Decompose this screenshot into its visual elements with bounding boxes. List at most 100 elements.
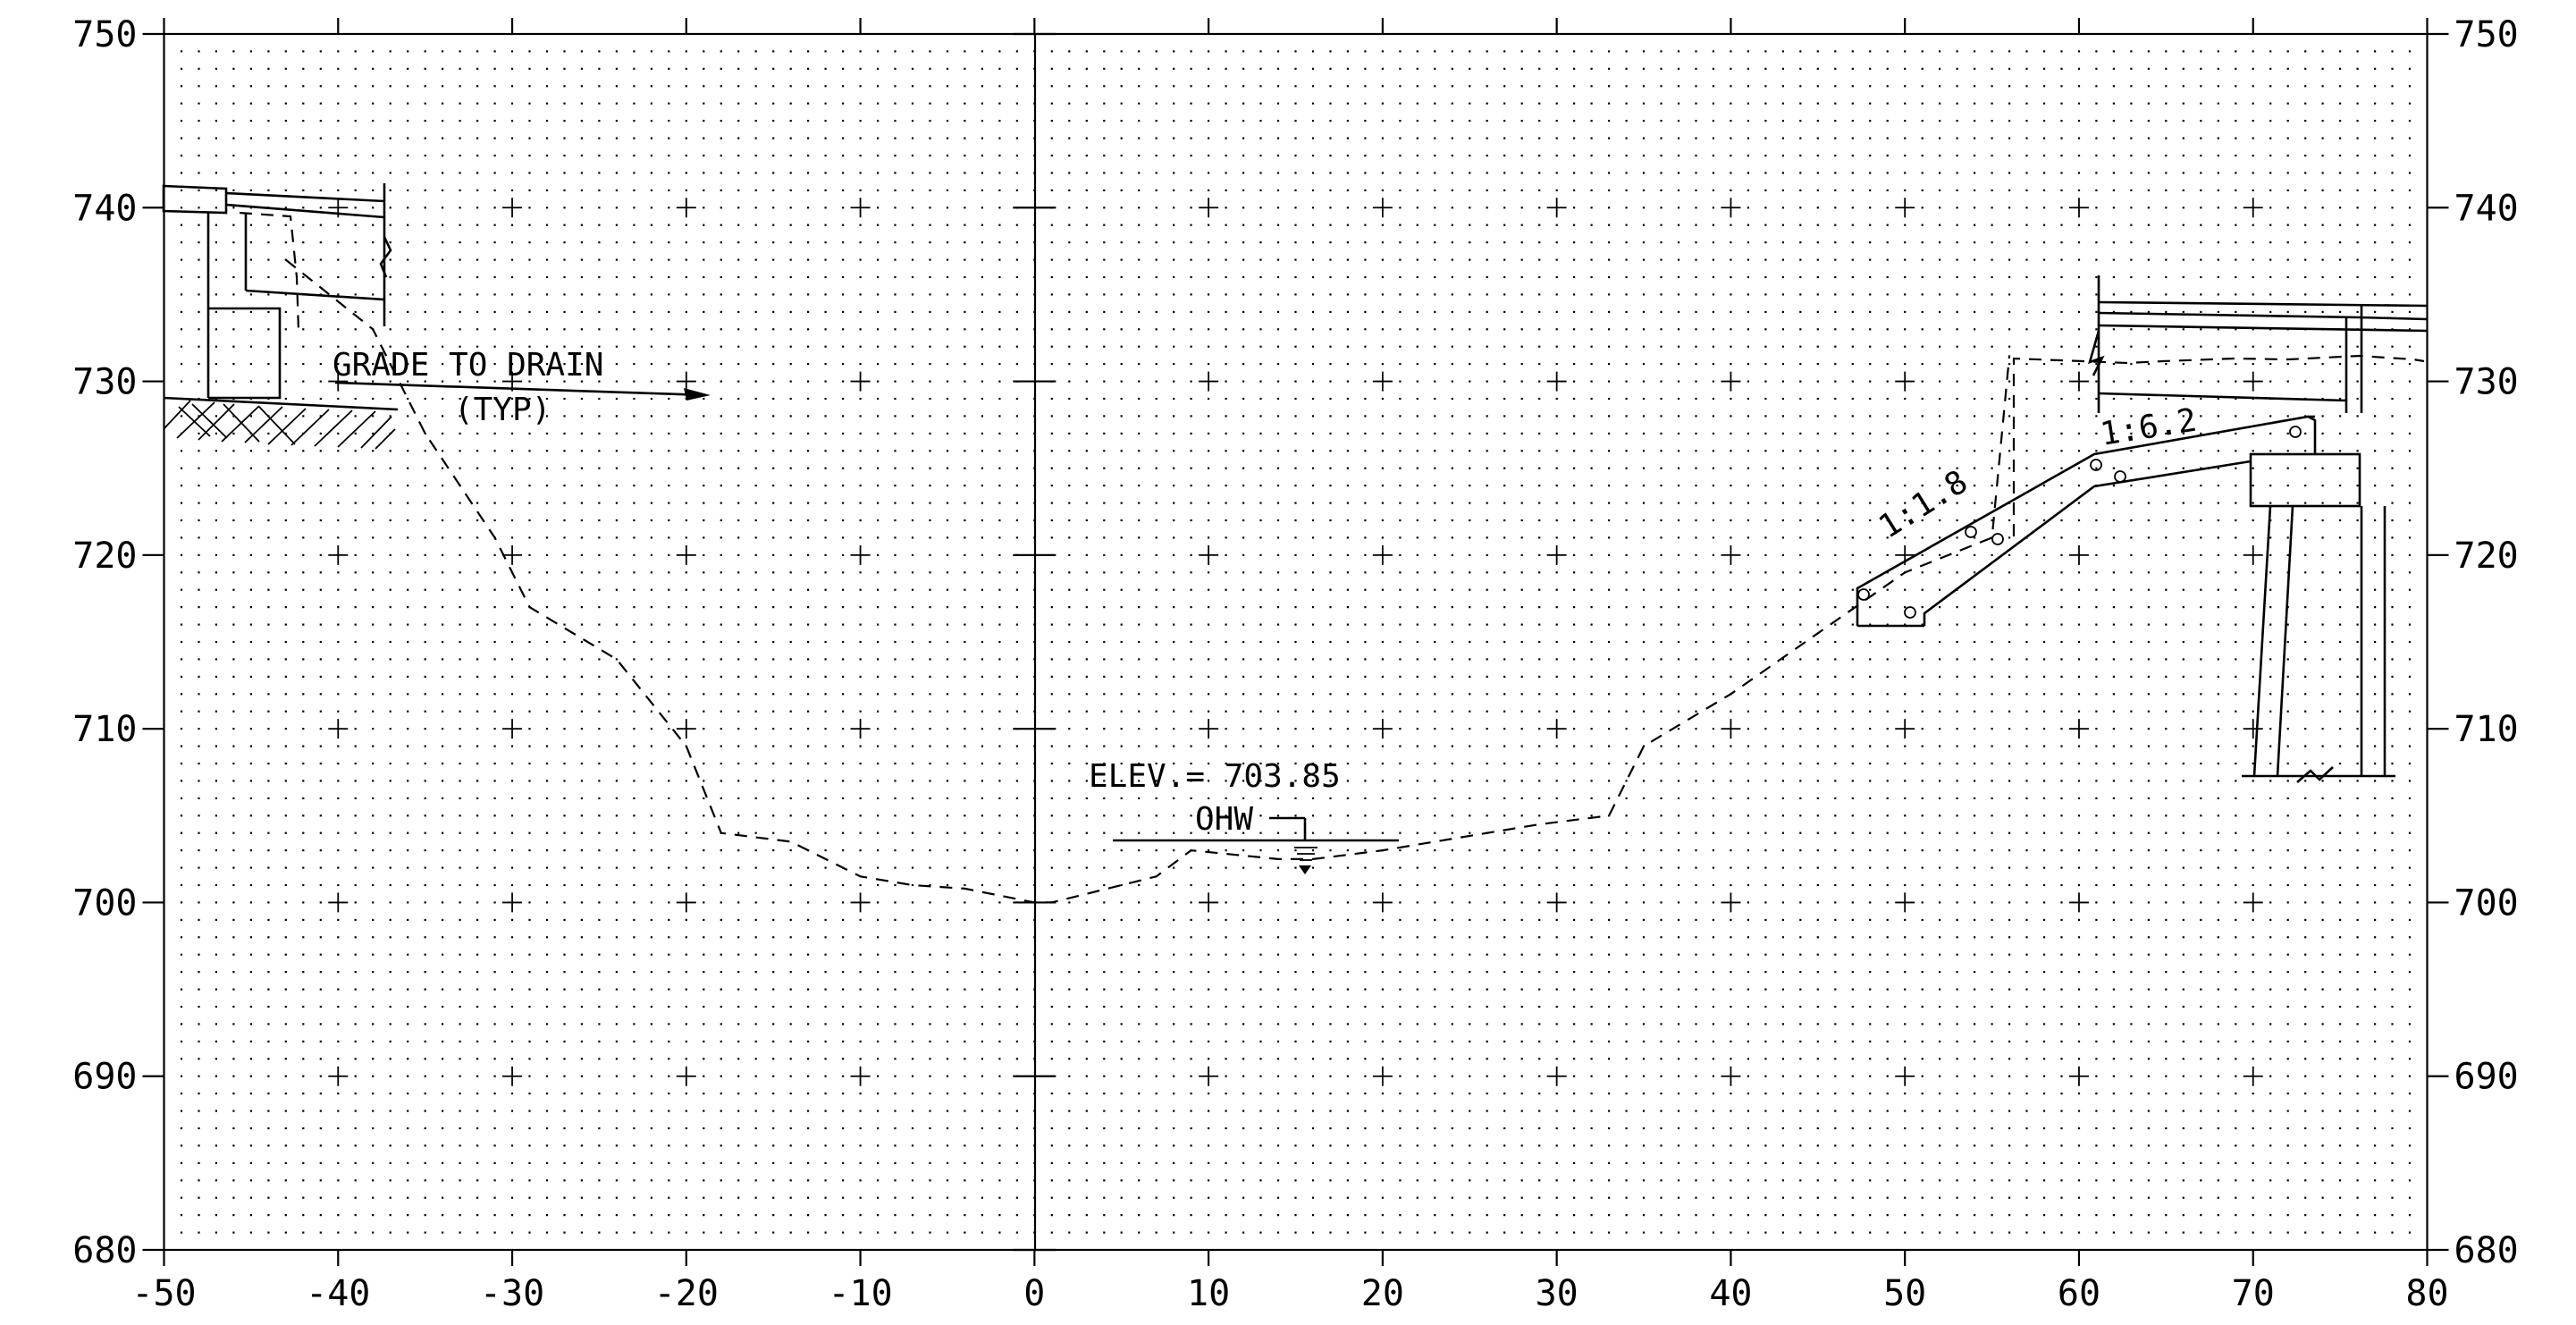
grid-dot bbox=[1138, 536, 1141, 539]
grid-dot bbox=[754, 1093, 757, 1095]
grid-dot bbox=[1120, 1023, 1123, 1025]
grid-dot bbox=[510, 1196, 514, 1199]
grid-dot bbox=[459, 189, 461, 191]
grid-dot bbox=[459, 814, 461, 817]
grid-dot bbox=[1259, 971, 1262, 974]
grid-dot bbox=[1225, 207, 1227, 209]
grid-dot bbox=[476, 502, 479, 504]
grid-dot bbox=[1311, 623, 1315, 626]
grid-dot bbox=[737, 971, 740, 974]
grid-dot bbox=[964, 432, 966, 435]
grid-dot bbox=[668, 1214, 670, 1217]
grid-dot bbox=[1399, 275, 1402, 279]
grid-dot bbox=[754, 1058, 757, 1060]
grid-dot bbox=[946, 953, 949, 956]
grid-dot bbox=[1242, 328, 1245, 331]
grid-dot bbox=[1434, 85, 1436, 88]
grid-dot bbox=[354, 1093, 357, 1095]
grid-dot bbox=[459, 953, 461, 956]
grid-dot bbox=[737, 1127, 740, 1130]
grid-dot bbox=[633, 102, 636, 105]
grid-dot bbox=[598, 519, 601, 522]
grid-dot bbox=[1015, 588, 1018, 591]
grid-dot bbox=[267, 658, 270, 661]
grid-dot bbox=[424, 693, 426, 696]
grid-dot bbox=[685, 658, 687, 661]
grid-dot bbox=[807, 710, 810, 713]
grid-dot bbox=[528, 207, 531, 209]
grid-dot bbox=[442, 640, 444, 644]
grid-dot bbox=[964, 623, 966, 626]
grid-dot bbox=[650, 936, 652, 939]
grid-dot bbox=[267, 502, 270, 504]
grid-dot bbox=[354, 450, 357, 452]
grid-dot bbox=[650, 397, 652, 401]
grid-dot bbox=[215, 50, 217, 53]
grid-dot bbox=[1103, 553, 1106, 556]
grid-dot bbox=[824, 728, 827, 730]
grid-dot bbox=[1155, 519, 1158, 522]
grid-dot bbox=[615, 536, 618, 539]
grid-dot bbox=[1138, 432, 1141, 435]
grid-dot bbox=[981, 640, 983, 644]
grid-dot bbox=[981, 224, 983, 226]
grid-dot bbox=[493, 883, 496, 887]
grid-dot bbox=[650, 1161, 652, 1164]
grid-dot bbox=[807, 67, 810, 70]
grid-dot bbox=[1068, 1040, 1071, 1042]
grid-dot bbox=[929, 328, 931, 331]
grid-dot bbox=[929, 693, 931, 696]
grid-dot bbox=[1294, 258, 1297, 261]
grid-dot bbox=[1364, 241, 1367, 244]
grid-dot bbox=[476, 1179, 479, 1182]
grid-dot bbox=[215, 172, 217, 174]
grid-dot bbox=[964, 745, 966, 747]
grid-dot bbox=[249, 450, 252, 452]
grid-dot bbox=[545, 432, 549, 435]
grid-dot bbox=[580, 571, 583, 574]
grid-dot bbox=[842, 380, 845, 383]
grid-dot bbox=[1120, 883, 1123, 887]
grid-dot bbox=[737, 1023, 740, 1025]
grid-dot bbox=[929, 519, 931, 522]
grid-dot bbox=[1364, 849, 1367, 852]
grid-dot bbox=[1208, 831, 1210, 834]
grid-dot bbox=[1259, 693, 1262, 696]
grid-dot bbox=[894, 1075, 897, 1077]
grid-dot bbox=[1399, 918, 1402, 921]
grid-dot bbox=[1242, 988, 1245, 991]
grid-dot bbox=[737, 450, 740, 452]
grid-dot bbox=[424, 710, 426, 713]
grid-dot bbox=[1050, 762, 1053, 765]
grid-dot bbox=[1346, 67, 1349, 70]
grid-dot bbox=[772, 623, 775, 626]
grid-dot bbox=[424, 467, 426, 469]
grid-dot bbox=[476, 1196, 479, 1199]
grid-dot bbox=[284, 1161, 287, 1164]
grid-dot bbox=[407, 675, 409, 678]
grid-dot bbox=[964, 710, 966, 713]
grid-dot bbox=[319, 258, 322, 261]
grid-dot bbox=[1434, 50, 1436, 53]
grid-dot bbox=[894, 172, 897, 174]
grid-dot bbox=[824, 293, 827, 296]
grid-dot bbox=[249, 50, 252, 53]
grid-dot bbox=[302, 1093, 305, 1095]
grid-dot bbox=[929, 485, 931, 487]
grid-dot bbox=[911, 189, 914, 191]
grid-dot bbox=[824, 1040, 827, 1042]
grid-dot bbox=[302, 1110, 305, 1112]
grid-dot bbox=[354, 883, 357, 887]
grid-dot bbox=[1050, 1179, 1053, 1182]
grid-dot bbox=[1103, 1005, 1106, 1009]
grid-dot bbox=[685, 1110, 687, 1112]
grid-dot bbox=[1068, 831, 1071, 834]
grid-dot bbox=[249, 485, 252, 487]
grid-dot bbox=[946, 1110, 949, 1112]
grid-dot bbox=[1311, 467, 1315, 469]
grid-dot bbox=[528, 658, 531, 661]
grid-dot bbox=[284, 675, 287, 678]
grid-dot bbox=[1173, 866, 1175, 869]
grid-dot bbox=[372, 606, 375, 609]
grid-dot bbox=[911, 1231, 914, 1234]
